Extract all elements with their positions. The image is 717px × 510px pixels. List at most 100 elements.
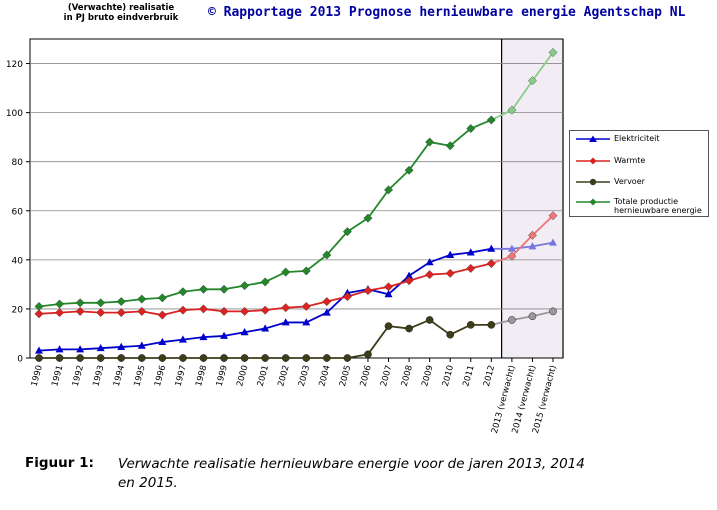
x-tick-label: 2002 <box>276 364 291 387</box>
data-point <box>446 330 455 339</box>
x-tick-label: 2009 <box>420 364 435 387</box>
data-point <box>117 354 126 362</box>
data-point <box>116 297 126 307</box>
data-point <box>445 141 455 151</box>
legend-label-warmte: Warmte <box>614 156 646 165</box>
x-tick-label: 2004 <box>317 364 332 387</box>
data-point <box>446 250 455 258</box>
data-point <box>528 242 537 250</box>
data-point <box>425 258 434 266</box>
series-forecast-line-2 <box>491 310 554 326</box>
data-point <box>35 346 43 354</box>
data-point <box>404 276 414 286</box>
data-point <box>260 277 270 287</box>
data-point <box>549 307 557 316</box>
data-point <box>179 354 187 362</box>
data-point <box>302 354 311 362</box>
data-point <box>466 263 476 273</box>
data-point <box>220 354 228 362</box>
data-point <box>137 341 146 349</box>
data-point <box>96 298 106 308</box>
data-point <box>322 308 331 316</box>
y-axis-header-line1: (Verwachte) realisatie <box>67 3 175 13</box>
data-point <box>507 105 517 115</box>
data-point <box>281 303 291 313</box>
data-point <box>487 321 496 329</box>
data-point <box>199 354 208 362</box>
x-tick-label: 1993 <box>91 364 106 387</box>
data-point <box>157 293 167 303</box>
data-point <box>240 281 250 291</box>
data-point <box>425 137 435 147</box>
data-point <box>219 306 229 316</box>
data-point <box>425 270 435 280</box>
x-tick-label: 1992 <box>71 364 86 387</box>
data-point <box>549 238 557 246</box>
y-tick-label: 0 <box>17 355 23 365</box>
data-point <box>384 290 393 298</box>
data-point <box>158 337 167 346</box>
legend-label-vervoer: Vervoer <box>614 177 645 186</box>
data-point <box>178 335 187 343</box>
data-point <box>466 124 476 134</box>
data-point <box>508 316 516 324</box>
data-point <box>240 306 250 316</box>
series-forecast-line-1 <box>491 215 554 265</box>
data-point <box>55 299 65 309</box>
y-tick-label: 100 <box>6 109 23 119</box>
data-point <box>548 211 558 221</box>
data-point <box>220 331 229 339</box>
data-point <box>507 244 516 252</box>
data-point <box>302 318 311 326</box>
data-point <box>96 343 105 352</box>
data-point <box>199 332 208 341</box>
figure-caption-text: Verwachte realisatie hernieuwbare energi… <box>118 456 585 491</box>
data-point <box>363 213 373 223</box>
data-point <box>507 251 517 261</box>
data-point <box>75 306 85 316</box>
data-point <box>486 115 496 125</box>
data-point <box>445 268 455 278</box>
x-tick-label: 2001 <box>256 364 271 387</box>
forecast-region <box>501 39 563 358</box>
data-point <box>342 227 352 237</box>
y-axis-header: (Verwachte) realisatie in PJ bruto eindv… <box>46 3 196 23</box>
data-point <box>363 286 373 296</box>
data-point <box>157 310 167 320</box>
x-tick-label: 2012 <box>482 364 497 387</box>
data-point <box>198 304 208 314</box>
data-point <box>322 250 332 260</box>
data-point <box>75 298 85 308</box>
data-point <box>178 305 188 315</box>
x-tick-label: 1999 <box>215 364 230 387</box>
data-point <box>301 301 311 311</box>
data-point <box>322 354 331 362</box>
data-point <box>158 354 167 362</box>
data-point <box>261 324 270 332</box>
data-point <box>34 301 44 311</box>
data-point <box>198 284 208 294</box>
x-tick-label: 2010 <box>441 364 456 387</box>
data-point <box>527 76 537 86</box>
x-tick-label: 2011 <box>461 364 476 387</box>
data-point <box>116 308 126 318</box>
legend-label-elektriciteit: Elektriciteit <box>614 134 660 143</box>
x-tick-label: 1994 <box>112 364 127 387</box>
data-point <box>281 318 290 326</box>
y-tick-label: 60 <box>12 207 24 217</box>
data-point <box>55 308 65 318</box>
data-point <box>466 321 475 329</box>
x-tick-label: 1995 <box>132 364 147 387</box>
x-tick-label: 2008 <box>400 364 415 387</box>
copyright-notice: © Rapportage 2013 Prognose hernieuwbare … <box>208 5 686 20</box>
figure-caption-label: Figuur 1: <box>25 455 94 471</box>
x-tick-label: 1990 <box>30 364 45 387</box>
legend-label-totale-productie: Totale productie hernieuwbare energie <box>614 197 702 215</box>
data-point <box>117 342 126 350</box>
data-point <box>466 248 475 256</box>
chart-legend: Elektriciteit Warmte Vervoer Totale prod… <box>569 130 709 217</box>
data-point <box>486 259 496 269</box>
data-point <box>528 312 537 321</box>
x-tick-label: 1991 <box>50 364 65 387</box>
series-forecast-line-0 <box>491 241 554 250</box>
